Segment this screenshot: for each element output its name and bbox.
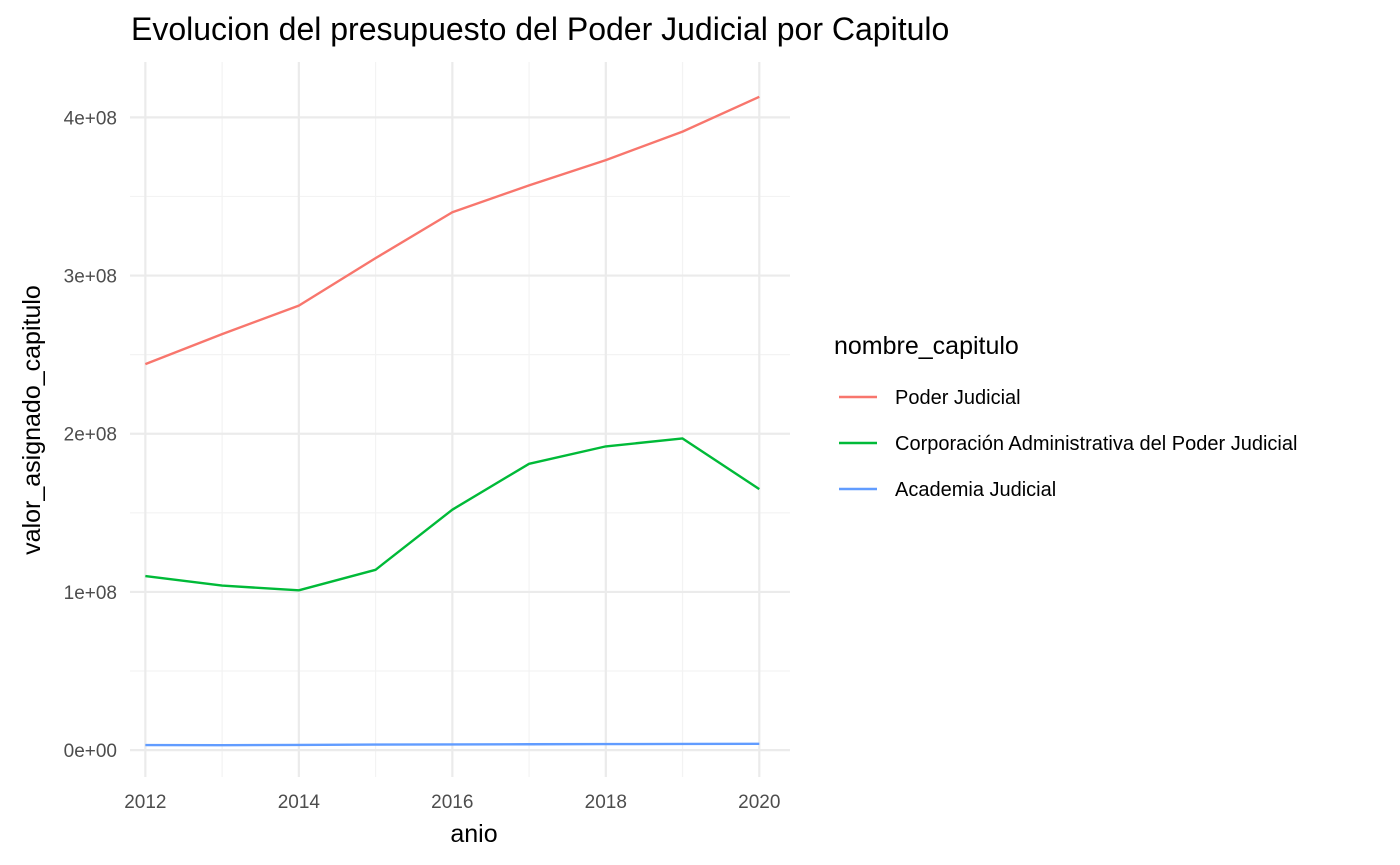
y-axis-ticks: 0e+00 1e+08 2e+08 3e+08 4e+08 — [64, 108, 117, 762]
x-axis-title: anio — [450, 820, 497, 848]
legend-label-2: Corporación Administrativa del Poder Jud… — [895, 433, 1297, 455]
grid — [130, 62, 790, 777]
x-axis-ticks: 2012 2014 2016 2018 2020 — [124, 792, 780, 813]
legend-label-3: Academia Judicial — [895, 479, 1056, 501]
x-tick-label: 2020 — [738, 792, 780, 813]
series-lines — [144, 95, 760, 747]
y-tick-label: 2e+08 — [64, 425, 117, 446]
y-tick-label: 1e+08 — [64, 583, 117, 604]
series-line-2 — [145, 437, 760, 592]
x-tick-label: 2012 — [124, 792, 166, 813]
series-line-3 — [145, 742, 760, 747]
legend: nombre_capitulo Poder Judicial Corporació… — [834, 332, 1297, 501]
chart-title: Evolucion del presupuesto del Poder Judi… — [131, 11, 949, 47]
x-tick-label: 2014 — [278, 792, 321, 813]
y-tick-label: 3e+08 — [64, 267, 117, 288]
y-axis-title: valor_asignado_capitulo — [18, 285, 46, 555]
x-tick-label: 2016 — [431, 792, 473, 813]
series-line-1 — [144, 95, 760, 366]
y-tick-label: 4e+08 — [64, 108, 117, 129]
legend-title: nombre_capitulo — [834, 332, 1019, 360]
y-tick-label: 0e+00 — [64, 741, 117, 762]
legend-items: Poder Judicial Corporación Administrativa… — [839, 387, 1297, 501]
x-tick-label: 2018 — [585, 792, 627, 813]
legend-label-1: Poder Judicial — [895, 387, 1021, 409]
